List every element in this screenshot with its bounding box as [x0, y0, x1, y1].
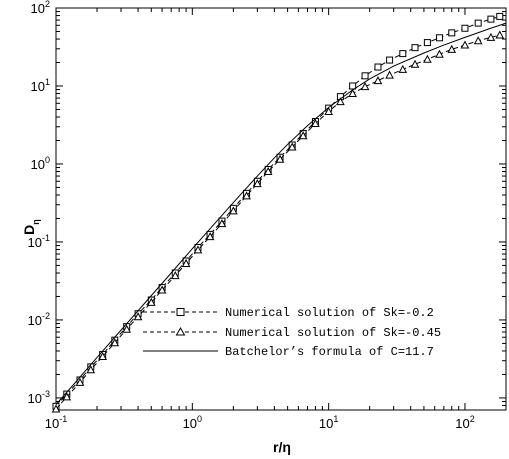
series-0-point-25 — [349, 82, 357, 90]
series-1-point-13 — [205, 232, 215, 241]
legend: Numerical solution of Sk=-0.2 Numerical … — [143, 306, 441, 359]
legend-marker-0 — [176, 308, 185, 316]
series-1-point-25 — [348, 88, 357, 98]
series-0-point-37 — [496, 12, 504, 20]
y-tick-label-5: 102 — [31, 0, 50, 16]
series-1-point-23 — [324, 107, 333, 116]
series-1-point-15 — [229, 206, 238, 215]
series-0-point-28 — [386, 56, 394, 64]
x-tick-label-1: 100 — [183, 414, 202, 431]
y-tick-label-4: 101 — [31, 77, 50, 94]
series-1-point-37 — [495, 30, 505, 39]
legend-label-2: Batchelor’s formula of C=11.7 — [225, 345, 434, 359]
series-0-point-29 — [399, 50, 407, 58]
series-0-point-36 — [487, 15, 495, 23]
series-1-point-29 — [398, 64, 408, 73]
x-tick-label-0: 10-1 — [45, 414, 67, 431]
series-1-point-9 — [157, 285, 167, 294]
y-tick-label-1: 10-2 — [28, 311, 50, 328]
series-1-point-12 — [193, 245, 203, 254]
series-1-point-7 — [133, 312, 143, 321]
series-1-point-14 — [217, 219, 227, 228]
y-tick-label-3: 100 — [31, 155, 50, 172]
plot-frame — [55, 7, 507, 411]
series-0-point-30 — [411, 44, 419, 52]
series-1-point-19 — [275, 154, 285, 163]
series-line-2 — [55, 22, 507, 405]
x-tick-label-2: 101 — [319, 414, 338, 431]
legend-marker-1 — [175, 326, 186, 336]
x-tick-label-3: 102 — [455, 414, 474, 431]
legend-label-0: Numerical solution of Sk=-0.2 — [225, 306, 434, 320]
series-1-point-22 — [311, 118, 320, 128]
y-tick-label-0: 10-3 — [28, 389, 50, 406]
series-1-point-1 — [62, 392, 72, 401]
series-1-point-27 — [373, 76, 383, 85]
series-1-point-20 — [287, 142, 297, 151]
series-0-point-32 — [435, 34, 443, 42]
series-1-point-32 — [435, 49, 444, 58]
series-1-point-35 — [473, 36, 483, 45]
series-1-point-30 — [410, 59, 420, 68]
series-1-point-28 — [385, 70, 394, 79]
series-1-point-34 — [460, 40, 470, 49]
x-axis-title: r/η — [273, 439, 291, 455]
series-1-point-24 — [336, 97, 345, 106]
legend-label-1: Numerical solution of Sk=-0.45 — [225, 326, 441, 340]
series-0-point-34 — [461, 24, 469, 32]
series-1-point-5 — [110, 338, 120, 347]
series-1-point-11 — [181, 258, 191, 267]
series-0-point-27 — [374, 63, 382, 71]
series-1-point-8 — [146, 297, 156, 306]
series-1-point-17 — [253, 179, 262, 188]
series-1-point-4 — [98, 351, 108, 360]
series-0-point-31 — [423, 39, 431, 47]
series-1-point-2 — [75, 377, 85, 386]
series-1-point-26 — [360, 82, 370, 91]
series-1-point-0 — [51, 404, 61, 413]
y-axis-title: Dη — [21, 219, 41, 235]
series-1-point-3 — [86, 365, 96, 374]
y-tick-label-2: 10-1 — [28, 233, 50, 250]
series-1-point-21 — [298, 131, 308, 140]
series-0-point-35 — [474, 19, 482, 27]
series-1-point-6 — [122, 324, 132, 333]
series-0-point-33 — [448, 29, 456, 37]
series-1-point-18 — [263, 166, 273, 176]
series-0-point-26 — [361, 72, 369, 80]
series-1-point-31 — [423, 54, 432, 63]
series-1-point-33 — [447, 44, 457, 53]
series-1-point-36 — [486, 32, 496, 41]
series-1-point-16 — [242, 191, 251, 200]
series-1-point-10 — [170, 271, 180, 280]
